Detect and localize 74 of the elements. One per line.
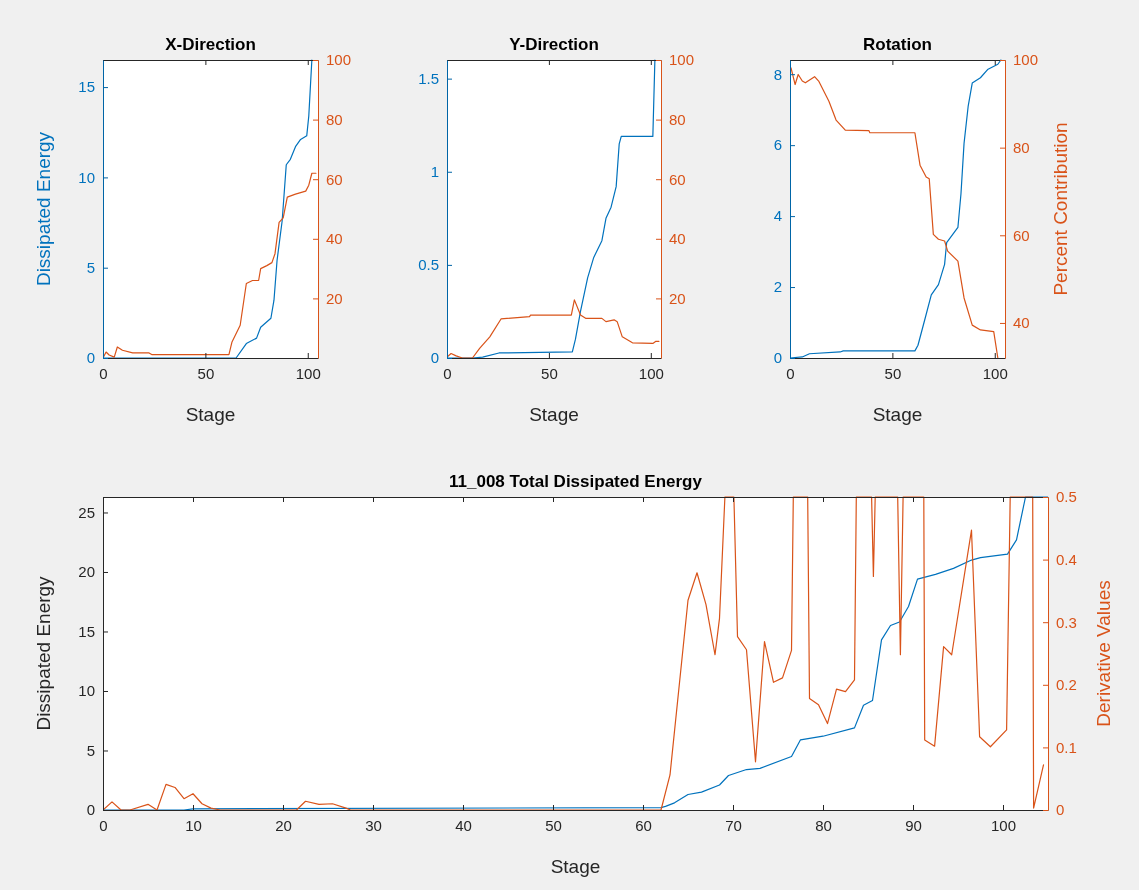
y-tick-label: 6	[773, 136, 782, 154]
line-series	[447, 59, 656, 359]
y2-tick-label: 100	[669, 51, 695, 69]
x-axis-title: Stage	[529, 404, 579, 425]
y-tick-label: 5	[86, 259, 95, 276]
y-tick-label: 10	[78, 168, 95, 186]
y2-tick-label: 100	[326, 51, 352, 69]
x-tick-label: 60	[635, 816, 652, 834]
y2-tick-label: 60	[669, 170, 686, 188]
y2-tick-label: 0	[1056, 801, 1065, 819]
x-axis-title: Stage	[185, 404, 236, 425]
chart-title: 11_008 Total Dissipated Energy	[449, 472, 703, 491]
x-axis-title: Stage	[872, 404, 923, 425]
x-tick-label: 50	[545, 816, 562, 834]
x-tick-label: 90	[905, 816, 922, 834]
y-tick-label: 25	[78, 503, 95, 521]
y2-tick-label: 0.5	[1056, 488, 1077, 506]
chart-title: Rotation	[863, 35, 932, 54]
y2-tick-label: 0.3	[1056, 613, 1077, 631]
x-tick-label: 80	[815, 816, 832, 834]
y-tick-label: 20	[78, 563, 95, 581]
y2-tick-label: 40	[1013, 314, 1030, 332]
y-tick-label: 15	[78, 622, 95, 640]
line-series	[103, 172, 317, 359]
y2-tick-label: 20	[669, 289, 686, 307]
x-tick-label: 50	[884, 364, 902, 382]
x-tick-label: 100	[295, 364, 321, 382]
y2-tick-label: 40	[326, 230, 343, 248]
y-tick-label: 8	[773, 65, 782, 83]
y2-tick-label: 20	[326, 289, 343, 307]
x-tick-label: 0	[443, 364, 452, 382]
y-tick-label: 4	[773, 207, 782, 225]
x-tick-label: 70	[725, 816, 742, 834]
y2-tick-label: 60	[1013, 226, 1030, 244]
y2-tick-label: 40	[669, 230, 686, 248]
y-tick-label: 15	[78, 78, 95, 96]
y-axis-title: Dissipated Energy	[33, 575, 54, 731]
y2-tick-label: 0.2	[1056, 676, 1077, 694]
y2-tick-label: 80	[669, 110, 686, 128]
y-tick-label: 0	[86, 801, 95, 819]
x-tick-label: 0	[99, 816, 108, 834]
y-tick-label: 2	[773, 278, 782, 296]
y2-tick-label: 100	[1013, 51, 1039, 69]
x-axis-title: Stage	[550, 856, 601, 877]
line-series	[103, 59, 313, 359]
x-tick-label: 50	[541, 364, 558, 382]
x-tick-label: 100	[990, 816, 1017, 834]
x-tick-label: 100	[638, 364, 664, 382]
x-tick-label: 20	[275, 816, 292, 834]
x-tick-label: 100	[982, 364, 1008, 382]
y2-tick-label: 0.4	[1056, 550, 1077, 568]
y-tick-label: 0	[430, 349, 439, 367]
chart-title: X-Direction	[165, 35, 256, 54]
y-tick-label: 1.5	[418, 69, 439, 87]
y2-tick-label: 0.1	[1056, 738, 1077, 756]
y2-axis-title: Percent Contribution	[1050, 122, 1071, 296]
y-tick-label: 0	[773, 349, 782, 367]
y-tick-label: 0.5	[418, 256, 439, 274]
y2-axis-title: Derivative Values	[1093, 580, 1114, 727]
y-tick-label: 0	[86, 349, 95, 367]
x-tick-label: 30	[365, 816, 382, 834]
x-tick-label: 0	[786, 364, 795, 382]
y2-tick-label: 80	[326, 110, 343, 128]
x-tick-label: 0	[99, 364, 108, 382]
y-tick-label: 5	[86, 741, 95, 759]
y2-tick-label: 60	[326, 170, 343, 188]
chart-title: Y-Direction	[509, 35, 599, 54]
x-tick-label: 50	[197, 364, 215, 382]
x-tick-label: 40	[455, 816, 472, 834]
y2-tick-label: 80	[1013, 138, 1030, 156]
y-tick-label: 1	[430, 163, 439, 181]
x-tick-label: 10	[185, 816, 202, 834]
y-tick-label: 10	[78, 682, 95, 700]
y-axis-title: Dissipated Energy	[33, 131, 54, 287]
